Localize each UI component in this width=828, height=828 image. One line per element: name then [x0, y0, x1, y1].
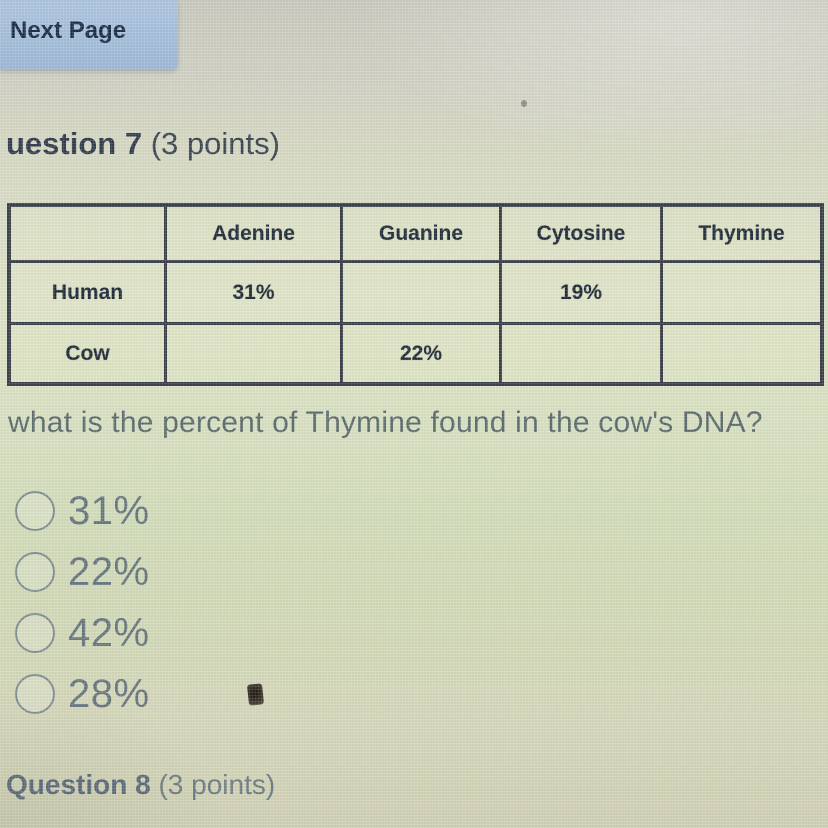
question-text: what is the percent of Thymine found in …: [8, 406, 763, 439]
table-row-label-cow: Cow: [11, 325, 167, 382]
radio-button-icon[interactable]: [15, 491, 55, 531]
question8-heading: Question 8 (3 points): [6, 769, 275, 801]
table-row-label-human: Human: [11, 263, 167, 325]
radio-button-icon[interactable]: [15, 674, 55, 714]
table-header-guanine: Guanine: [343, 207, 502, 263]
radio-button-icon[interactable]: [15, 613, 55, 653]
answer-options: 31% 22% 42% 28%: [15, 488, 150, 734]
table-header-blank: [11, 207, 167, 263]
answer-option-label[interactable]: 31%: [68, 488, 150, 533]
table-cell-human-guanine: [343, 263, 502, 325]
table-cell-cow-guanine: 22%: [343, 325, 502, 382]
screen-speck: [521, 100, 527, 107]
question7-title: uestion 7: [6, 126, 143, 161]
answer-option-label[interactable]: 42%: [68, 610, 150, 655]
next-page-button[interactable]: Next Page: [0, 0, 178, 70]
question7-heading: uestion 7 (3 points): [6, 126, 280, 162]
table-cell-human-adenine: 31%: [167, 263, 343, 325]
dna-base-table: Adenine Guanine Cytosine Thymine Human 3…: [7, 203, 824, 386]
answer-option-22[interactable]: 22%: [15, 549, 150, 594]
table-cell-cow-thymine: [663, 325, 820, 382]
answer-option-label[interactable]: 22%: [68, 549, 150, 594]
table-header-adenine: Adenine: [167, 207, 343, 263]
table-cell-cow-cytosine: [502, 325, 663, 382]
answer-option-31[interactable]: 31%: [15, 488, 150, 533]
table-cell-cow-adenine: [167, 325, 343, 382]
table-cell-human-thymine: [663, 263, 820, 325]
table-header-cytosine: Cytosine: [502, 207, 663, 263]
table-header-thymine: Thymine: [663, 207, 820, 263]
radio-button-icon[interactable]: [15, 552, 55, 592]
answer-option-42[interactable]: 42%: [15, 610, 150, 655]
question8-title: Question 8: [6, 769, 151, 800]
answer-option-label[interactable]: 28%: [68, 671, 150, 716]
table-cell-human-cytosine: 19%: [502, 263, 663, 325]
screen-smudge: [246, 683, 265, 706]
answer-option-28[interactable]: 28%: [15, 671, 150, 716]
question8-points: (3 points): [158, 769, 276, 800]
question7-points: (3 points): [150, 126, 280, 161]
